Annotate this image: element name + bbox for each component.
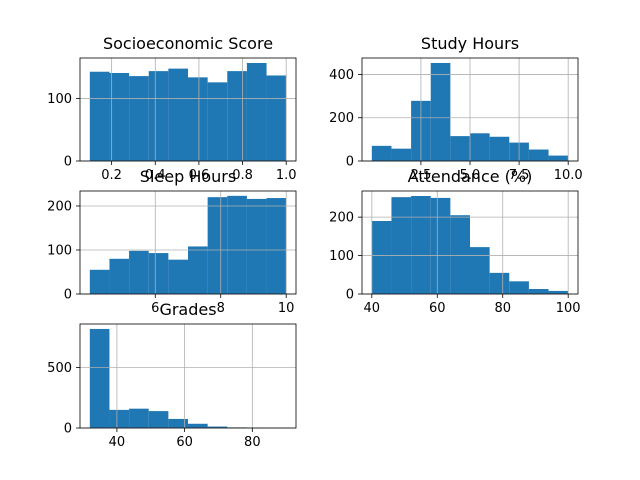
- histogram-bar: [109, 72, 130, 161]
- x-tick-label: 0.2: [101, 168, 122, 183]
- panel-study-hours: 2.5 5.0 7.5 10.0 0 200 400 Study Hours: [329, 34, 582, 183]
- histogram-bar: [188, 77, 208, 161]
- panel-title: Attendance (%): [408, 167, 533, 186]
- histogram-bar: [411, 195, 431, 294]
- y-tick-label: 200: [329, 211, 354, 226]
- histogram-bar: [430, 62, 451, 161]
- x-tick-label: 60: [176, 435, 193, 450]
- histogram-bar: [227, 71, 247, 161]
- histogram-bar: [89, 269, 110, 294]
- panel-socioeconomic-score: 0.2 0.4 0.6 0.8 1.0 0 100 Socioeconomic Score: [47, 34, 296, 183]
- histogram-bar: [470, 133, 490, 161]
- histogram-bar: [266, 198, 287, 294]
- histogram-bar: [489, 136, 510, 161]
- histogram-bar: [528, 289, 549, 294]
- axes-frame: [361, 190, 579, 295]
- axes-frame: [79, 323, 297, 429]
- x-tick-label: 0.4: [145, 168, 166, 183]
- histogram-bar: [168, 418, 188, 428]
- histogram-bar: [489, 272, 510, 294]
- x-tick-label: 0.8: [232, 168, 253, 183]
- y-tick-label: 0: [346, 288, 354, 303]
- histogram-bar: [509, 281, 529, 294]
- histogram-bar: [391, 148, 412, 161]
- histogram-bar: [528, 149, 549, 161]
- histogram-bar: [168, 259, 188, 294]
- y-tick-label: 0: [346, 155, 354, 170]
- histogram-bar: [207, 197, 228, 294]
- x-tick-label: 5.0: [460, 168, 481, 183]
- histogram-bar: [148, 411, 169, 428]
- histogram-bar: [188, 423, 208, 428]
- y-tick-label: 200: [47, 199, 72, 214]
- panel-title: Study Hours: [421, 34, 519, 53]
- y-tick-label: 500: [47, 361, 72, 376]
- histogram-bar: [548, 290, 569, 294]
- histogram-bar: [148, 253, 169, 294]
- histogram-bar: [129, 76, 149, 161]
- axes-frame: [79, 57, 297, 162]
- x-tick-label: 100: [556, 301, 581, 316]
- histogram-bar: [391, 197, 412, 294]
- x-tick-label: 6: [151, 301, 159, 316]
- x-tick-label: 0.6: [189, 168, 210, 183]
- x-tick-label: 1.0: [276, 168, 297, 183]
- panel-attendance: 40 60 80 100 0 100 200 Attendance (%): [329, 167, 580, 316]
- histogram-bar: [207, 426, 228, 428]
- panel-title: Grades: [159, 300, 216, 319]
- y-tick-label: 0: [64, 422, 72, 437]
- panel-title: Socioeconomic Score: [103, 34, 273, 53]
- histogram-bar: [129, 250, 149, 294]
- histogram-bar: [129, 408, 149, 428]
- histogram-bar: [371, 145, 392, 161]
- x-tick-label: 8: [217, 301, 225, 316]
- histogram-bar: [227, 195, 247, 294]
- histogram-bar: [109, 409, 130, 428]
- panel-grades: 40 60 80 0 500 Grades: [47, 300, 297, 450]
- histogram-bar: [450, 136, 470, 161]
- histogram-bar: [470, 247, 490, 294]
- histogram-bar: [246, 198, 267, 294]
- y-tick-label: 100: [47, 92, 72, 107]
- histogram-bar: [188, 246, 208, 294]
- histogram-bar: [450, 215, 470, 294]
- x-tick-label: 10.0: [554, 168, 583, 183]
- panel-title: Sleep Hours: [140, 167, 236, 186]
- axes-frame: [79, 190, 297, 295]
- histogram-bar: [430, 197, 451, 294]
- histogram-bar: [109, 258, 130, 294]
- histogram-bar: [207, 82, 228, 161]
- y-tick-label: 400: [329, 68, 354, 83]
- histogram-bar: [148, 71, 169, 161]
- x-tick-label: 40: [364, 301, 381, 316]
- histogram-bar: [246, 62, 267, 161]
- x-tick-label: 60: [429, 301, 446, 316]
- x-tick-label: 2.5: [411, 168, 432, 183]
- x-tick-label: 40: [109, 435, 126, 450]
- y-tick-label: 200: [329, 111, 354, 126]
- x-tick-label: 10: [278, 301, 295, 316]
- y-tick-label: 100: [329, 249, 354, 264]
- histogram-bar: [168, 68, 188, 161]
- x-tick-label: 7.5: [509, 168, 530, 183]
- y-tick-label: 100: [47, 243, 72, 258]
- histogram-bar: [548, 155, 569, 161]
- histogram-bar: [266, 75, 287, 161]
- y-tick-label: 0: [64, 155, 72, 170]
- x-tick-label: 80: [244, 435, 261, 450]
- histogram-bar: [89, 328, 110, 428]
- histogram-bar: [89, 71, 110, 161]
- y-tick-label: 0: [64, 288, 72, 303]
- x-tick-label: 80: [494, 301, 511, 316]
- histogram-bar: [371, 220, 392, 294]
